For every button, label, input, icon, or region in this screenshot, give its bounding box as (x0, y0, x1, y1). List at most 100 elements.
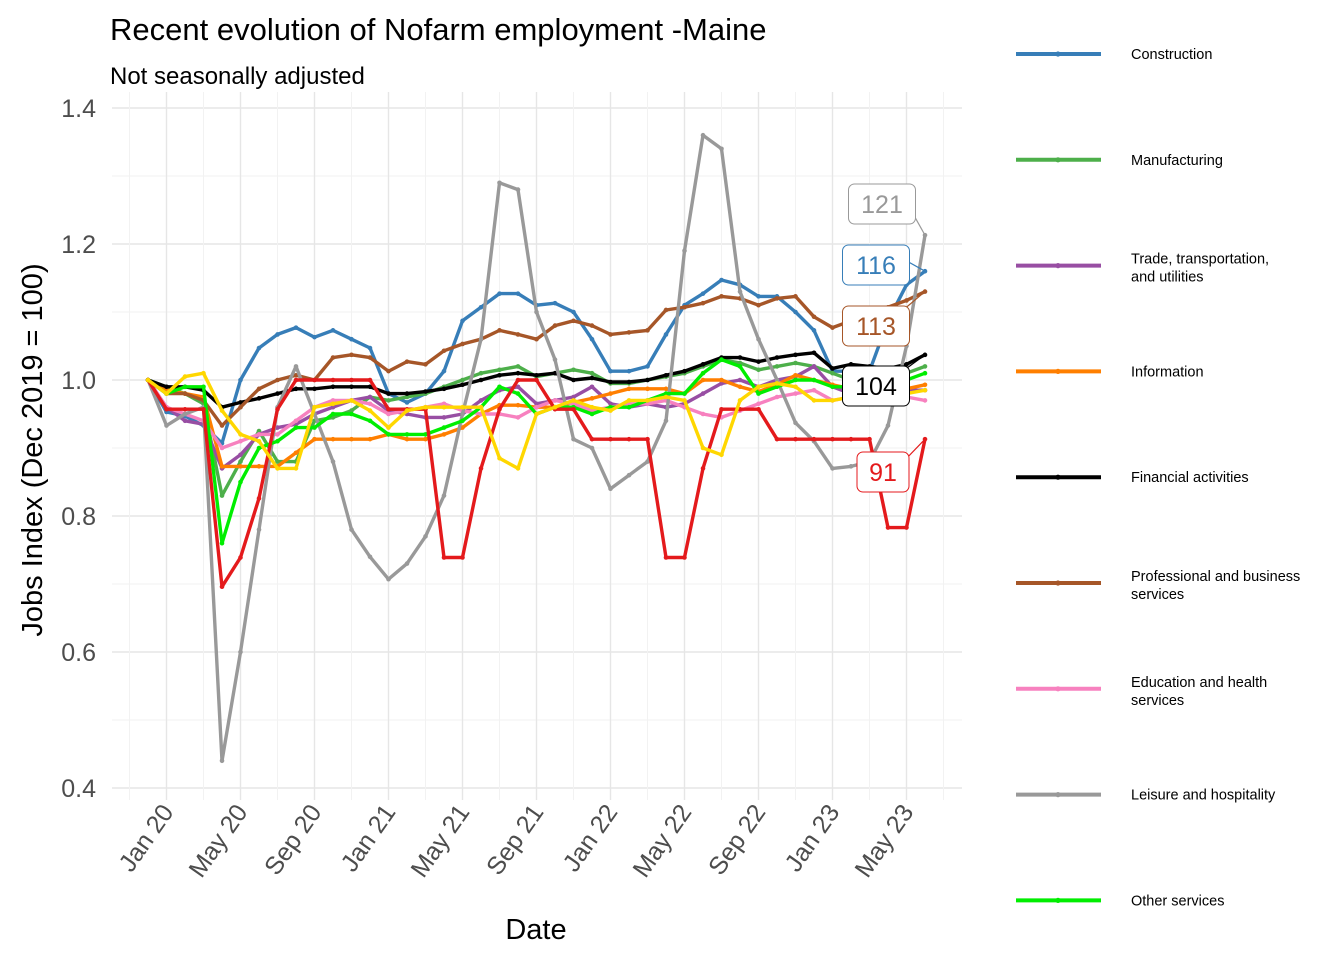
legend-swatch-point (1055, 580, 1061, 586)
data-point (719, 357, 724, 362)
end-label-text: 104 (855, 373, 897, 401)
data-point (700, 132, 706, 138)
data-point (645, 377, 650, 383)
data-point (460, 404, 465, 410)
data-point (219, 423, 225, 428)
data-point (404, 436, 410, 442)
data-point (719, 377, 724, 383)
data-point (885, 423, 891, 428)
data-point (219, 584, 225, 590)
data-point (830, 370, 835, 376)
data-point (441, 401, 447, 407)
data-point (589, 436, 595, 442)
data-point (719, 146, 724, 152)
data-point (460, 418, 465, 424)
data-point (793, 372, 798, 378)
data-point (793, 294, 798, 299)
data-point (367, 394, 373, 400)
data-point (460, 377, 465, 383)
data-point (830, 466, 835, 471)
data-point (367, 384, 373, 390)
data-point (238, 479, 243, 485)
data-point (589, 445, 595, 451)
data-point (626, 379, 632, 385)
legend-swatch-point (1055, 157, 1061, 163)
data-point (219, 408, 225, 413)
x-tick-label: May 22 (627, 799, 697, 882)
data-point (367, 401, 373, 407)
data-point (700, 466, 706, 471)
data-point (219, 464, 225, 469)
data-point (404, 408, 410, 413)
data-point (774, 355, 780, 360)
data-point (737, 398, 743, 403)
data-point (182, 374, 188, 379)
data-point (367, 408, 373, 413)
data-point (367, 554, 373, 560)
data-point (626, 436, 632, 442)
data-point (719, 452, 724, 458)
data-point (719, 381, 724, 386)
data-point (515, 364, 521, 369)
data-point (922, 382, 928, 388)
data-point (219, 445, 225, 451)
data-point (312, 377, 317, 383)
data-point (349, 352, 354, 358)
data-point (922, 398, 928, 403)
data-point (497, 180, 502, 186)
end-label: 121 (848, 183, 926, 236)
data-point (534, 336, 539, 342)
data-point (737, 364, 743, 369)
data-point (441, 415, 447, 420)
end-label-box (848, 183, 916, 225)
data-point (719, 406, 724, 412)
chart-title: Recent evolution of Nofarm employment -M… (110, 12, 766, 47)
data-point (182, 411, 188, 417)
data-point (349, 436, 354, 442)
legend-item: Trade, transportation, and utilities (1016, 252, 1269, 286)
data-point (626, 368, 632, 374)
end-label-text: 121 (861, 191, 903, 219)
x-axis: Jan 20 May 20 Sep 20 Jan 21 May 21 Sep 21 Jan … (113, 799, 919, 882)
data-point (182, 406, 188, 412)
end-label-box (842, 305, 910, 347)
data-point (774, 381, 780, 386)
data-point (293, 386, 299, 392)
data-point (589, 375, 595, 381)
chart-subtitle: Not seasonally adjusted (110, 63, 365, 90)
data-point (275, 425, 280, 430)
legend-item: Financial activities (1016, 470, 1249, 486)
data-point (256, 438, 262, 444)
data-point (515, 402, 521, 408)
data-point (219, 758, 225, 764)
data-point (774, 384, 780, 390)
data-point (589, 323, 595, 328)
data-point (756, 401, 761, 407)
data-point (830, 384, 835, 390)
data-point (700, 300, 706, 306)
data-point (515, 466, 521, 471)
x-tick-label: May 23 (849, 799, 919, 882)
data-point (571, 377, 576, 383)
data-point (811, 387, 817, 393)
data-point (386, 391, 391, 396)
data-point (386, 368, 391, 374)
data-point (515, 377, 521, 383)
y-tick-label: 0.6 (61, 639, 96, 667)
series-4 (145, 350, 928, 410)
data-point (626, 398, 632, 403)
data-point (238, 464, 243, 469)
data-point (330, 328, 336, 333)
legend-label: Manufacturing (1131, 153, 1223, 169)
data-point (275, 432, 280, 437)
data-point (830, 436, 835, 442)
data-point (811, 328, 817, 333)
data-point (275, 459, 280, 464)
data-point (756, 359, 761, 364)
data-point (441, 425, 447, 430)
data-point (608, 486, 613, 492)
data-point (441, 404, 447, 410)
legend-item: Other services (1016, 893, 1224, 909)
data-point (830, 325, 835, 330)
data-point (478, 466, 484, 471)
